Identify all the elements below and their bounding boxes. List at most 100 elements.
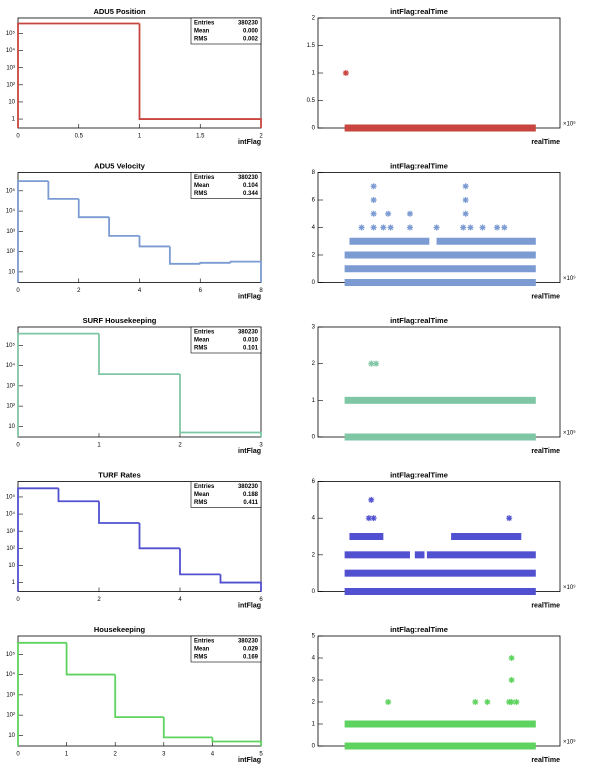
histogram-bin — [199, 261, 231, 264]
y-tick-label: 2 — [312, 361, 316, 367]
histogram-bin — [17, 641, 67, 746]
point — [370, 210, 377, 217]
point-band — [414, 551, 425, 559]
point-band — [344, 742, 536, 750]
histogram-bin — [17, 180, 49, 283]
point — [460, 224, 467, 231]
y-tick-label: 10⁵ — [6, 30, 16, 37]
y-tick-label: 10² — [6, 82, 15, 88]
stats-value: 0.010 — [243, 338, 259, 344]
point — [484, 699, 491, 705]
histogram-bin — [162, 717, 213, 739]
point — [370, 224, 377, 231]
point — [462, 183, 469, 190]
point — [385, 699, 392, 705]
x-tick-label: 0 — [16, 288, 20, 294]
stats-value: 380230 — [238, 330, 259, 336]
stats-label: Entries — [194, 21, 215, 27]
point — [508, 655, 515, 661]
stats-label: Mean — [194, 647, 210, 653]
stats-value: 0.169 — [243, 655, 259, 661]
panel-title: Housekeeping — [94, 625, 146, 634]
point-band — [436, 237, 536, 245]
y-tick-label: 10⁴ — [6, 362, 16, 369]
y-tick-label: 0 — [312, 744, 316, 750]
panel-title: intFlag:realTime — [390, 161, 448, 170]
y-tick-label: 10 — [8, 424, 15, 430]
x-tick-label: 6 — [259, 597, 263, 603]
panel-title: SURF Housekeeping — [83, 316, 157, 325]
point-band — [344, 279, 536, 286]
x-tick-label: 6 — [199, 288, 203, 294]
point — [370, 183, 377, 190]
x-tick-label: 4 — [138, 288, 142, 294]
stats-label: RMS — [194, 500, 207, 506]
point — [467, 224, 474, 231]
stats-label: Entries — [194, 175, 215, 181]
stats-value: 380230 — [238, 639, 259, 645]
y-tick-label: 10⁵ — [6, 187, 16, 194]
point-band — [451, 533, 522, 540]
stats-value: 0.188 — [243, 492, 259, 498]
stats-box — [190, 17, 262, 45]
x-tick-label: 1.5 — [196, 134, 205, 140]
x-tick-label: 2 — [114, 752, 118, 758]
y-tick-label: 0 — [312, 280, 316, 286]
histogram-bin — [229, 260, 262, 283]
stats-value: 380230 — [238, 484, 259, 490]
histogram-bin — [179, 548, 221, 576]
stats-box — [190, 481, 262, 508]
stats-label: RMS — [194, 346, 207, 352]
y-tick-label: 10⁵ — [6, 651, 16, 658]
x-tick-label: 2 — [178, 443, 182, 449]
plot-frame — [317, 17, 561, 129]
x-tick-label: 4 — [178, 597, 182, 603]
x-tick-label: 0 — [16, 597, 20, 603]
x-axis-label: realTime — [531, 757, 560, 764]
x-tick-label: 8 — [259, 288, 263, 294]
stats-label: Entries — [194, 330, 215, 336]
y-tick-label: 1.5 — [307, 43, 316, 49]
x-axis-label: realTime — [531, 448, 560, 455]
stats-label: Mean — [194, 29, 210, 35]
y-tick-label: 10³ — [6, 65, 15, 71]
histogram-bin — [179, 374, 262, 437]
point — [508, 677, 515, 683]
y-tick-label: 10² — [6, 546, 15, 552]
point — [358, 224, 365, 231]
stats-label: RMS — [194, 37, 207, 43]
x-tick-label: 3 — [162, 752, 166, 758]
x-axis-label: intFlag — [238, 293, 261, 300]
stats-box — [190, 326, 262, 354]
y-tick-label: 10² — [6, 404, 15, 410]
x-multiplier: ×10⁹ — [563, 584, 576, 591]
y-tick-label: 10 — [8, 733, 15, 739]
point-band — [344, 396, 536, 404]
y-tick-label: 10 — [8, 269, 15, 275]
histogram-bin — [138, 523, 180, 550]
y-tick-label: 3 — [312, 678, 316, 684]
stats-value: 380230 — [238, 21, 259, 27]
y-tick-label: 1 — [312, 398, 316, 404]
y-tick-label: 10 — [8, 100, 15, 106]
panel-title: intFlag:realTime — [390, 7, 448, 16]
point — [472, 699, 479, 705]
stats-value: 0.344 — [243, 191, 259, 197]
y-tick-label: 4 — [312, 516, 316, 522]
point — [508, 699, 515, 705]
x-tick-label: 1 — [65, 752, 69, 758]
stats-value: 0.101 — [243, 346, 259, 352]
plot-frame — [317, 635, 561, 747]
point — [462, 210, 469, 217]
x-tick-label: 2 — [259, 134, 263, 140]
stats-value: 0.104 — [243, 183, 259, 189]
point — [406, 210, 413, 217]
y-tick-label: 2 — [312, 700, 316, 706]
point — [368, 496, 375, 503]
stats-label: Mean — [194, 183, 210, 189]
point — [370, 515, 377, 522]
y-tick-label: 6 — [312, 198, 316, 204]
panel-title: TURF Rates — [98, 470, 141, 479]
histogram-bin — [168, 246, 201, 265]
histogram-bin — [98, 501, 140, 524]
